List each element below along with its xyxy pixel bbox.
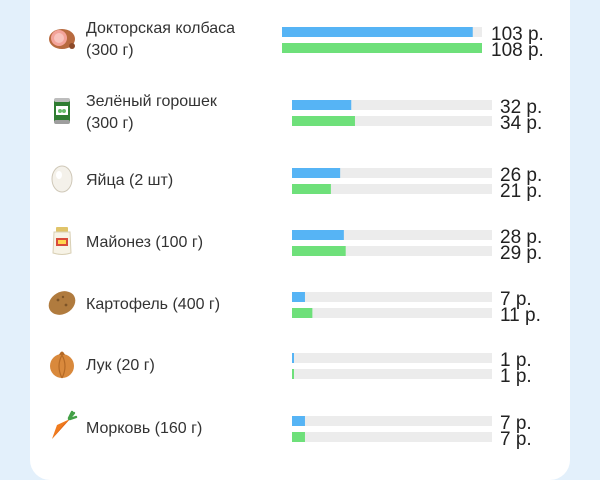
price-label: 7 р. xyxy=(500,413,532,434)
sausage-icon xyxy=(49,29,75,49)
bar-series-2 xyxy=(292,432,305,442)
bar-series-1 xyxy=(292,416,305,426)
bar-series-2 xyxy=(292,369,294,379)
egg-icon xyxy=(51,165,73,193)
bar-track xyxy=(292,168,492,178)
price-label: 29 р. xyxy=(500,243,542,264)
item-name: Майонез (100 г) xyxy=(86,234,203,251)
bar-series-1 xyxy=(292,100,352,110)
item-row: Яйца (2 шт) 26 р.21 р. xyxy=(51,165,542,202)
price-label: 28 р. xyxy=(500,227,542,248)
bar-track xyxy=(292,369,492,379)
item-row: Майонез (100 г) 28 р.29 р. xyxy=(52,227,542,264)
bar-track xyxy=(292,416,492,426)
mayonnaise-icon xyxy=(52,227,72,255)
bar-track xyxy=(292,308,492,318)
bar-series-1 xyxy=(292,230,344,240)
price-label: 21 р. xyxy=(500,181,542,202)
bar-track xyxy=(292,230,492,240)
bar-track xyxy=(292,184,492,194)
price-label: 11 р. xyxy=(500,305,541,326)
item-name: (300 г) xyxy=(86,115,134,132)
peas-can-icon xyxy=(54,98,70,124)
item-row: Зелёный горошек (300 г) 32 р.34 р. xyxy=(54,93,542,134)
price-label: 1 р. xyxy=(500,350,532,371)
bar-track xyxy=(292,246,492,256)
potato-icon xyxy=(48,291,76,315)
price-label: 7 р. xyxy=(500,289,532,310)
bar-series-2 xyxy=(282,43,482,53)
price-label: 26 р. xyxy=(500,165,542,186)
price-label: 108 р. xyxy=(491,40,544,61)
price-label: 7 р. xyxy=(500,429,532,450)
item-name: Картофель (400 г) xyxy=(86,296,220,313)
item-row: Лук (20 г) 1 р.1 р. xyxy=(50,350,532,387)
item-name: Морковь (160 г) xyxy=(86,420,202,437)
price-label: 103 р. xyxy=(491,24,544,45)
item-name: Лук (20 г) xyxy=(86,357,155,374)
bar-track xyxy=(292,353,492,363)
bar-series-2 xyxy=(292,308,313,318)
bar-track xyxy=(292,432,492,442)
bar-track xyxy=(292,292,492,302)
item-row: Докторская колбаса (300 г) 103 р.108 р. xyxy=(49,20,544,61)
bar-series-1 xyxy=(292,168,341,178)
onion-icon xyxy=(50,351,74,379)
bar-series-1 xyxy=(282,27,473,37)
bar-series-1 xyxy=(292,292,305,302)
bar-series-2 xyxy=(292,246,346,256)
item-name: Зелёный горошек xyxy=(86,93,218,110)
price-label: 34 р. xyxy=(500,113,542,134)
bar-series-2 xyxy=(292,184,331,194)
item-name: Яйца (2 шт) xyxy=(86,172,173,189)
item-row: Картофель (400 г) 7 р.11 р. xyxy=(48,289,541,326)
price-label: 32 р. xyxy=(500,97,542,118)
bar-track xyxy=(292,100,492,110)
carrot-icon xyxy=(52,410,78,439)
bar-track xyxy=(292,116,492,126)
item-row: Морковь (160 г) 7 р.7 р. xyxy=(52,410,532,450)
bar-series-1 xyxy=(292,353,294,363)
bar-series-2 xyxy=(292,116,355,126)
price-comparison-chart: Докторская колбаса (300 г) 103 р.108 р. Зел… xyxy=(48,20,544,450)
item-name: Докторская колбаса xyxy=(86,20,235,37)
price-label: 1 р. xyxy=(500,366,532,387)
item-name: (300 г) xyxy=(86,42,134,59)
